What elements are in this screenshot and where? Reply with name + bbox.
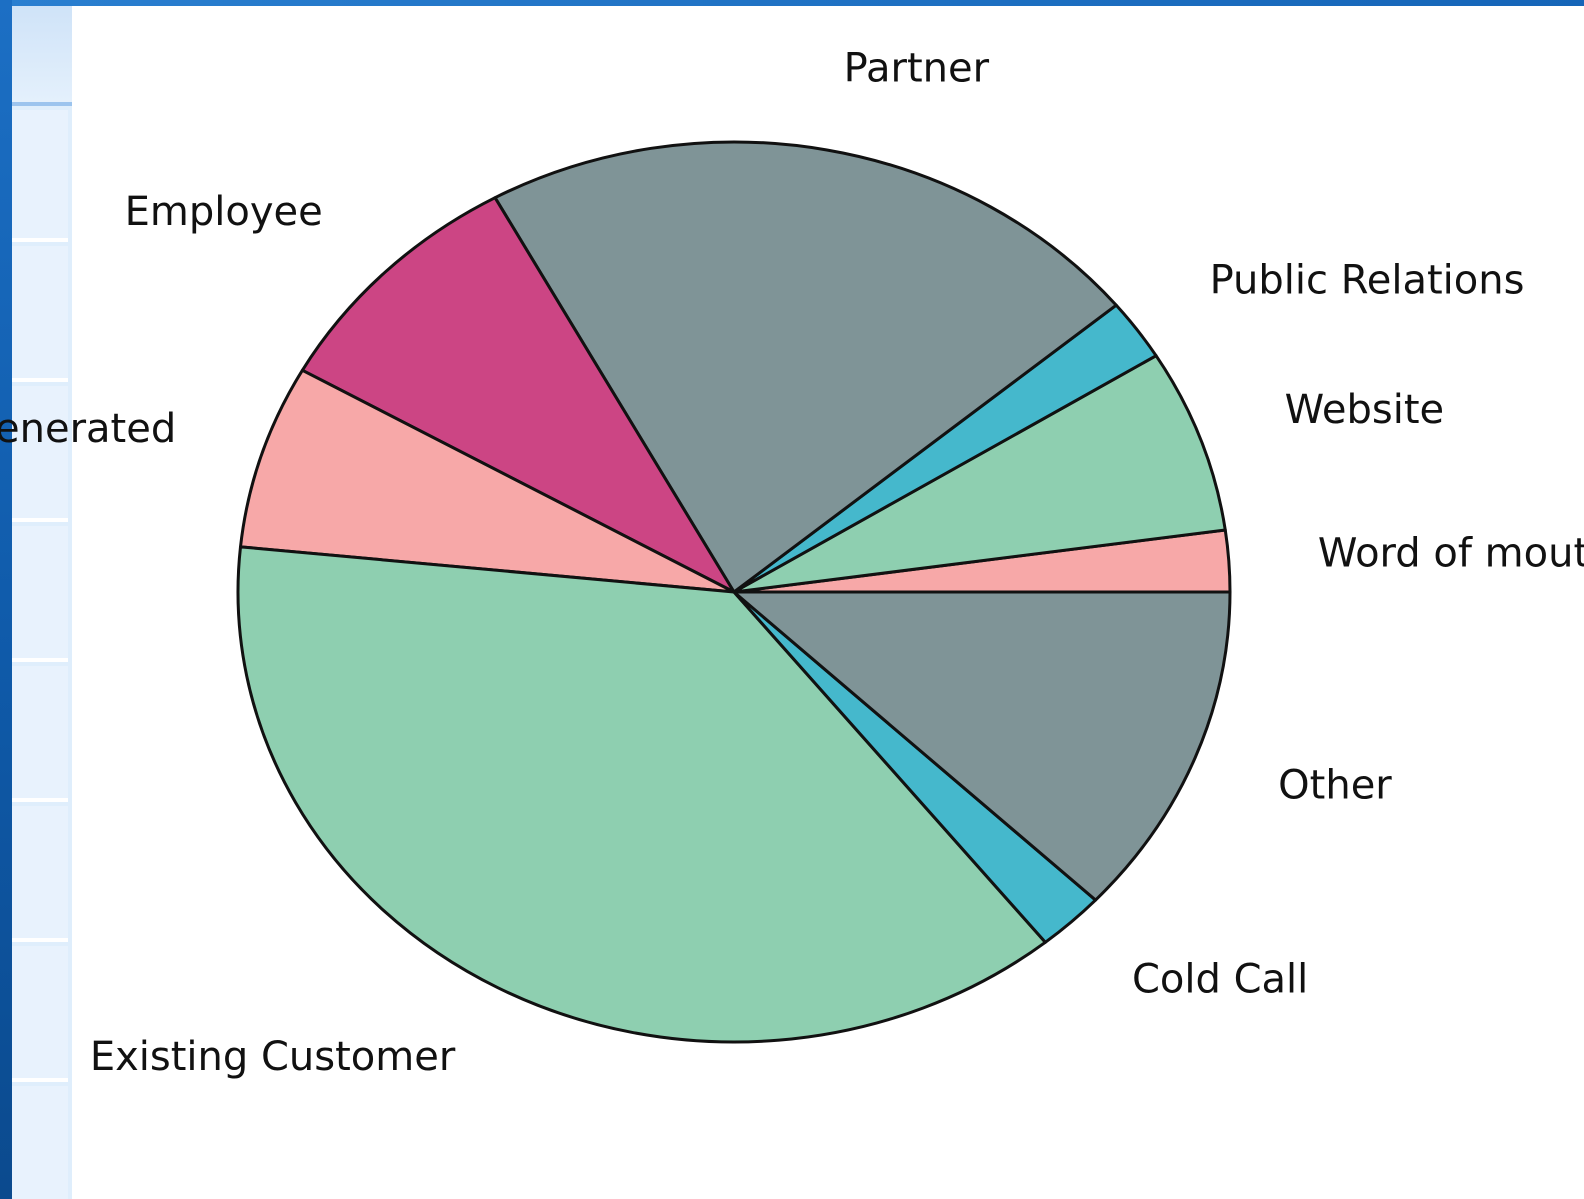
sidebar-row[interactable] — [12, 6, 72, 106]
pie-slice-partner — [493, 140, 1118, 594]
pie-label-website: Website — [1285, 387, 1444, 433]
pie-slice-other — [732, 590, 1232, 902]
pie-label-public-relations: Public Relations — [1210, 258, 1525, 304]
pie-label-other: Other — [1278, 762, 1392, 808]
sidebar-row[interactable] — [12, 1086, 68, 1199]
sidebar-row[interactable] — [12, 526, 68, 662]
sidebar-row[interactable] — [12, 806, 68, 942]
pie-slice-self-generated — [239, 368, 736, 594]
window-top-edge — [0, 0, 1584, 6]
sidebar-row[interactable] — [12, 110, 68, 242]
pie-slices — [236, 140, 1232, 1044]
pie-label-partner: Partner — [844, 45, 990, 91]
sidebar-row[interactable] — [12, 666, 68, 802]
sidebar-row[interactable] — [12, 946, 68, 1082]
sidebar-row[interactable] — [12, 246, 68, 382]
pie-label-word-of-mouth: Word of mouth — [1318, 530, 1584, 576]
sidebar-panel — [12, 6, 72, 1199]
window-left-edge — [0, 0, 12, 1199]
pie-label-existing-customer: Existing Customer — [90, 1034, 456, 1080]
pie-labels: Word of mouth Website Public Relations Part… — [0, 45, 1584, 1080]
pie-slice-website — [732, 354, 1227, 594]
pie-label-cold-call: Cold Call — [1132, 956, 1308, 1002]
sidebar-row[interactable] — [12, 386, 68, 522]
pie-label-employee: Employee — [125, 189, 323, 235]
pie-slice-employee — [300, 196, 736, 594]
pie-label-self-generated: Self Generated — [0, 406, 176, 452]
pie-slice-existing-customer — [236, 545, 1047, 1044]
